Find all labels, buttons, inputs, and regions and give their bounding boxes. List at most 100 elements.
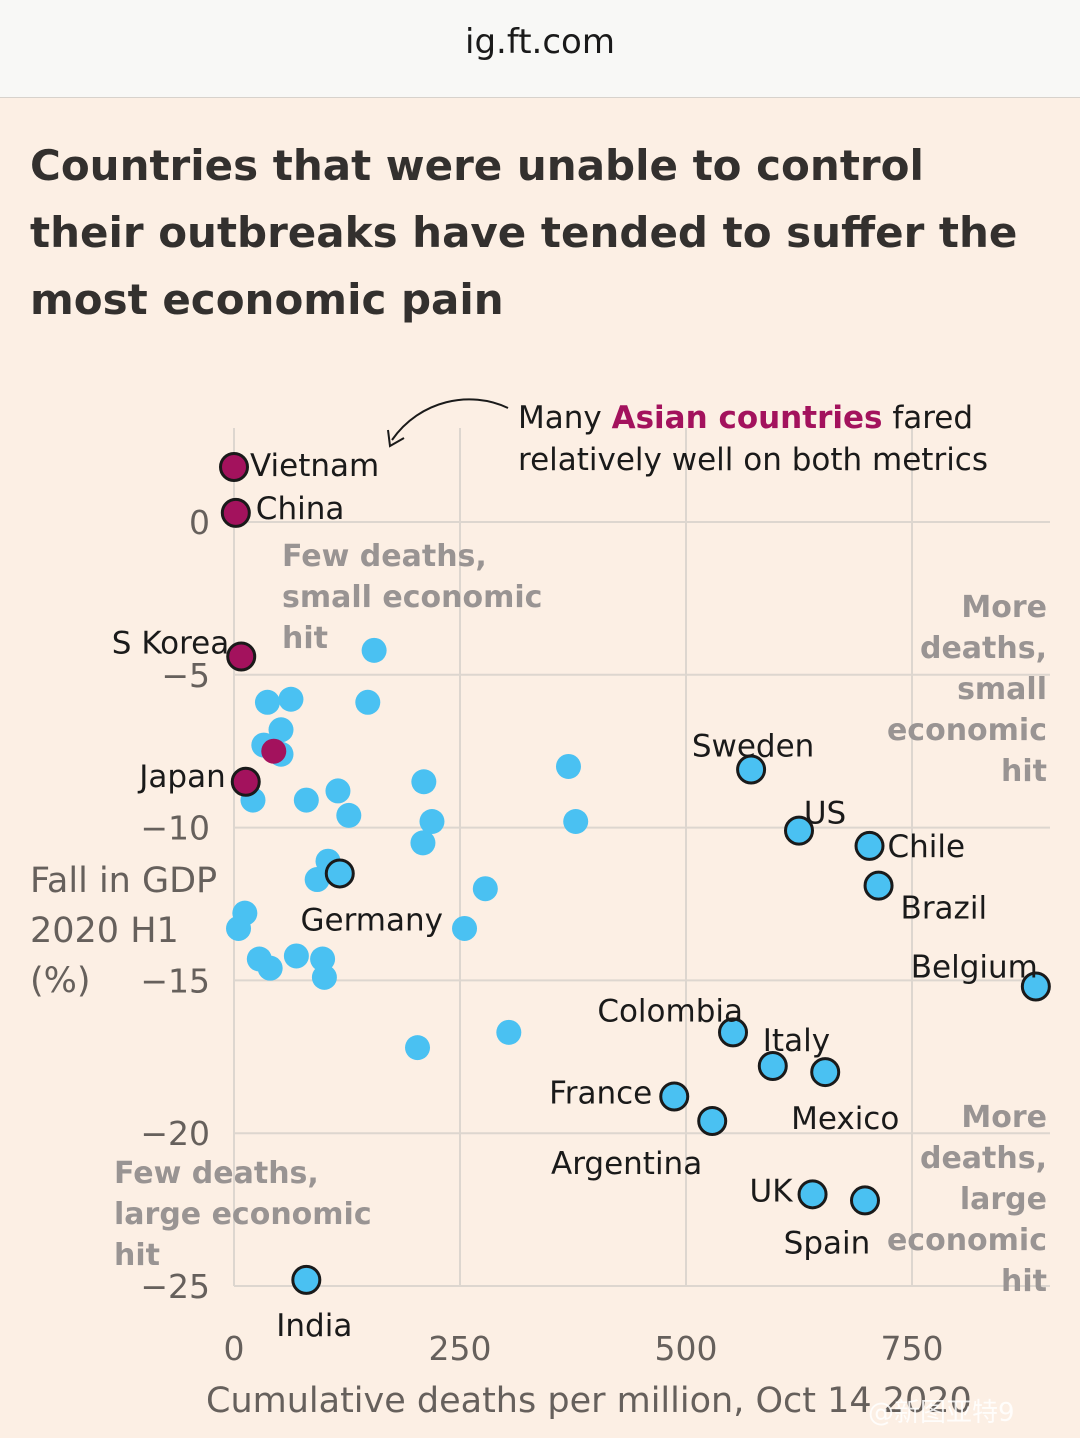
data-point [283, 943, 309, 969]
point-label: Spain [784, 1225, 871, 1261]
data-point-labeled [854, 830, 885, 861]
chart-title: Countries that were unable to control th… [30, 141, 1018, 324]
quadrant-label: hit [1001, 1264, 1047, 1299]
quadrant-label: hit [282, 621, 328, 656]
data-point-labeled [230, 766, 261, 797]
gridlines [233, 428, 1050, 1287]
data-point-labeled [863, 870, 894, 901]
y-axis-label: Fall in GDP [30, 861, 217, 901]
point-label: China [256, 491, 345, 527]
browser-address-bar[interactable]: ig.ft.com [0, 0, 1080, 98]
point-label: Japan [137, 759, 225, 795]
data-point-labeled [849, 1185, 880, 1216]
point-label: Belgium [911, 950, 1038, 986]
point-label: US [804, 796, 846, 832]
data-point [472, 876, 498, 902]
data-point-labeled [797, 1179, 828, 1210]
quadrant-label: deaths, [920, 631, 1047, 666]
data-point [310, 946, 336, 972]
point-label: India [276, 1308, 352, 1344]
point-label: France [549, 1076, 652, 1112]
y-tick-label: −10 [140, 809, 210, 848]
data-point-labeled [1020, 971, 1051, 1002]
quadrant-label: large economic [114, 1197, 372, 1232]
data-point [293, 787, 319, 813]
x-tick-label: 250 [429, 1329, 492, 1368]
data-point-labeled [718, 1017, 749, 1048]
quadrant-label: economic [887, 713, 1047, 748]
point-label: Mexico [791, 1101, 899, 1137]
data-point-labeled [219, 451, 249, 482]
quadrant-label: economic [887, 1223, 1047, 1258]
quadrant-label: Few deaths, [114, 1156, 319, 1191]
data-point-labeled [291, 1264, 322, 1295]
point-label: UK [750, 1173, 794, 1209]
data-point [311, 964, 337, 990]
point-label: Argentina [551, 1146, 702, 1182]
annotation-text-line2: relatively well on both metrics [518, 442, 988, 478]
data-point [257, 955, 283, 981]
data-point [336, 802, 362, 828]
quadrant-label: hit [114, 1238, 160, 1273]
data-point [452, 915, 478, 941]
point-label: Brazil [901, 891, 988, 927]
point-label: Germany [301, 902, 443, 938]
annotation-arrow [391, 398, 509, 441]
data-point-labeled [784, 815, 814, 846]
y-axis-label: (%) [30, 961, 91, 1001]
data-point-labeled [736, 754, 767, 785]
x-tick-label: 750 [881, 1329, 944, 1368]
data-point [361, 637, 387, 663]
point-label: Colombia [597, 993, 743, 1029]
data-point [325, 778, 351, 804]
data-point [268, 717, 294, 743]
x-tick-label: 0 [224, 1329, 245, 1368]
data-point [419, 808, 445, 834]
quadrant-label: small [957, 672, 1047, 707]
data-point-labeled [697, 1105, 728, 1136]
point-label: Vietnam [250, 448, 379, 484]
quadrant-label: small economic [282, 580, 542, 615]
data-point [563, 808, 589, 834]
quadrant-label: More [961, 590, 1047, 625]
y-tick-label: −25 [140, 1267, 210, 1306]
data-point-labeled [324, 858, 355, 889]
data-point [410, 830, 436, 856]
browser-domain: ig.ft.com [465, 22, 615, 62]
data-point [261, 738, 287, 764]
data-point [226, 915, 252, 941]
data-point-labeled [226, 641, 257, 672]
data-point-labeled [757, 1050, 788, 1081]
y-tick-label: −5 [161, 656, 210, 695]
data-point [411, 769, 437, 795]
data-point-labeled [220, 497, 251, 528]
data-point [496, 1019, 522, 1045]
data-point [254, 689, 280, 715]
data-point [405, 1035, 431, 1061]
x-tick-label: 500 [655, 1329, 718, 1368]
y-tick-label: −15 [140, 961, 210, 1000]
quadrant-label: deaths, [920, 1141, 1047, 1176]
quadrant-label: More [961, 1100, 1047, 1135]
annotation-arrowhead [387, 429, 405, 448]
data-point [555, 753, 581, 779]
x-axis-label: Cumulative deaths per million, Oct 14 20… [206, 1381, 972, 1421]
quadrant-label: Few deaths, [282, 539, 487, 574]
data-point [355, 689, 381, 715]
y-axis-label: 2020 H1 [30, 911, 179, 951]
data-point-labeled [810, 1057, 841, 1088]
point-label: Sweden [692, 729, 815, 765]
quadrant-label: hit [1001, 754, 1047, 789]
watermark-text: @新图亚特9 [868, 1398, 1015, 1428]
data-point [278, 686, 304, 712]
data-point [304, 867, 330, 893]
data-point-labeled [659, 1081, 690, 1112]
y-tick-label: 0 [189, 503, 210, 542]
point-label: Italy [763, 1023, 830, 1059]
quadrant-label: large [960, 1182, 1047, 1217]
annotation-text: Many Asian countries fared [518, 400, 973, 436]
point-label: S Korea [112, 625, 229, 661]
y-tick-label: −20 [140, 1114, 210, 1153]
point-label: Chile [888, 829, 966, 865]
